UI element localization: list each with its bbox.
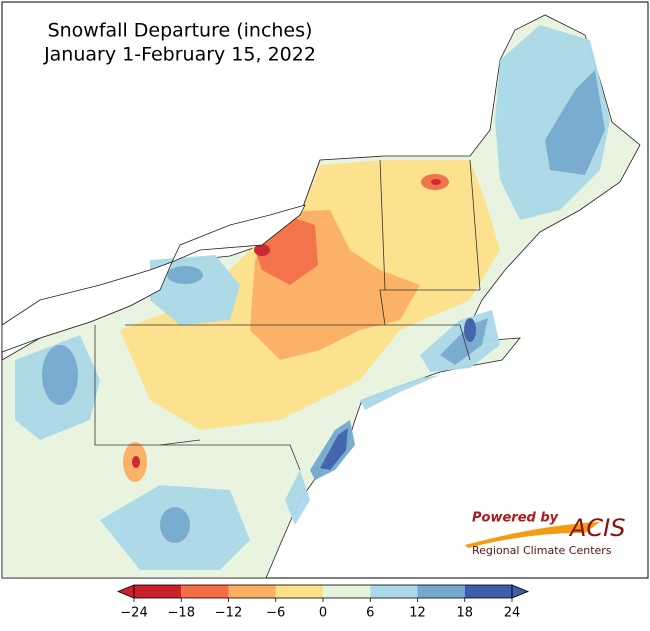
colorbar-tick-label: −12 <box>215 606 242 621</box>
colorbar-tick-label: −6 <box>266 606 285 621</box>
lakes <box>1 204 306 353</box>
logo-powered: Powered by <box>472 511 559 526</box>
colorbar-segment <box>181 585 229 598</box>
colorbar-tick-label: −24 <box>120 606 147 621</box>
colorbar-segment <box>323 585 371 598</box>
colorbar-segment <box>417 585 465 598</box>
colorbar-tick-label: 6 <box>366 606 374 621</box>
map-title: Snowfall Departure (inches) <box>48 20 313 42</box>
logo: Powered by ACIS Regional Climate Centers <box>465 511 626 557</box>
colorbar-tick-label: 12 <box>409 606 426 621</box>
colorbar-low-arrow <box>116 584 135 599</box>
colorbar: −24 −18 −12 −6 0 6 12 18 24 <box>116 584 530 621</box>
colorbar-high-arrow <box>511 584 530 599</box>
logo-swoosh <box>465 522 600 548</box>
colorbar-tick-label: −18 <box>168 606 195 621</box>
colorbar-tick-label: 18 <box>456 606 473 621</box>
colorbar-segment <box>228 585 276 598</box>
departure-shading <box>15 25 610 570</box>
logo-name: ACIS <box>568 514 626 542</box>
map <box>1 1 649 579</box>
colorbar-segment <box>370 585 418 598</box>
colorbar-segment <box>134 585 182 598</box>
map-subtitle: January 1-February 15, 2022 <box>43 44 316 66</box>
colorbar-tick-label: 24 <box>504 606 521 621</box>
colorbar-tick-label: 0 <box>319 606 327 621</box>
colorbar-segment <box>275 585 323 598</box>
colorbar-segment <box>464 585 512 598</box>
logo-subtitle: Regional Climate Centers <box>472 544 612 557</box>
